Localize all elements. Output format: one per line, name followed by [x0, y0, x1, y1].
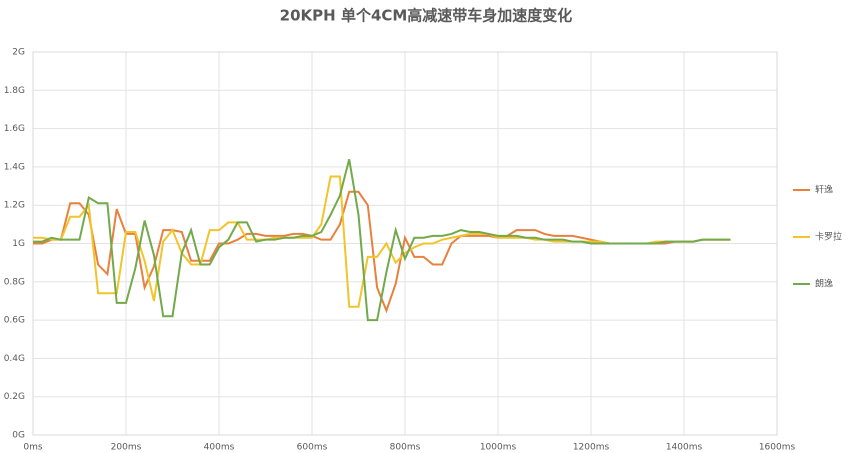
- x-tick-label: 1600ms: [759, 443, 796, 453]
- x-tick-label: 1000ms: [480, 443, 517, 453]
- x-tick-label: 200ms: [111, 443, 142, 453]
- x-tick-label: 1200ms: [573, 443, 610, 453]
- y-tick-label: 1.8G: [4, 86, 25, 96]
- y-tick-label: 0.2G: [4, 392, 25, 402]
- x-tick-label: 1400ms: [666, 443, 703, 453]
- y-tick-label: 0.8G: [4, 277, 25, 287]
- y-tick-label: 1.6G: [4, 124, 25, 134]
- legend-label: 轩逸: [815, 184, 833, 196]
- x-tick-label: 0ms: [23, 443, 42, 453]
- x-tick-label: 600ms: [297, 443, 328, 453]
- y-tick-label: 0.4G: [4, 354, 25, 364]
- y-tick-label: 1.4G: [4, 162, 25, 172]
- series-line: [33, 158, 731, 322]
- legend-label: 朗逸: [815, 278, 833, 290]
- y-tick-label: 2G: [12, 48, 25, 58]
- chart-title: 20KPH 单个4CM高减速带车身加速度变化: [280, 7, 573, 25]
- y-tick-label: 0G: [12, 431, 25, 441]
- y-tick-label: 1.2G: [4, 201, 25, 211]
- y-tick-label: 0.6G: [4, 316, 25, 326]
- x-tick-label: 800ms: [390, 443, 421, 453]
- x-tick-label: 400ms: [204, 443, 235, 453]
- y-tick-label: 1G: [12, 239, 25, 249]
- legend-label: 卡罗拉: [815, 231, 842, 243]
